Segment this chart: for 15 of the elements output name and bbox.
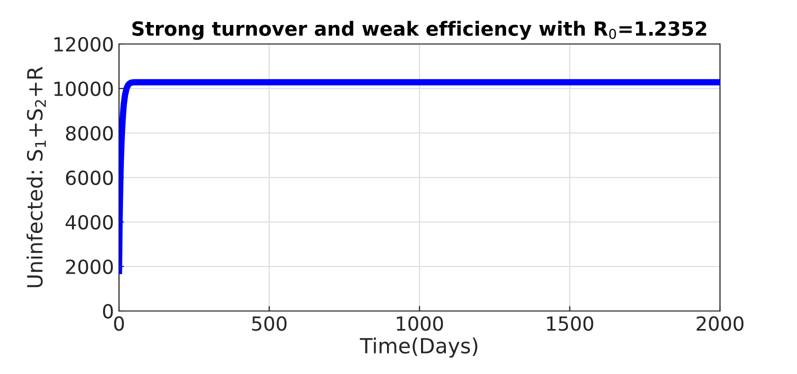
y-tick-label: 4000: [66, 214, 113, 230]
chart-title: Strong turnover and weak efficiency with R$_{0}$=1.2352: [132, 20, 706, 40]
x-tick-label: 1000: [396, 316, 443, 331]
y-tick-label: 2000: [66, 259, 113, 274]
y-tick-label: 0: [103, 304, 113, 319]
x-tick-label: 1500: [547, 316, 594, 331]
x-tick-label: 2000: [696, 316, 744, 331]
x-axis-title: Time(Days): [360, 337, 478, 358]
y-tick-label: 8000: [66, 126, 113, 141]
x-tick-label: 0: [114, 316, 124, 331]
x-tick-label: 500: [252, 316, 287, 331]
y-tick-label: 12000: [54, 36, 113, 52]
y-tick-label: 6000: [66, 170, 113, 186]
y-axis-title: Uninfected: S$_{1}$+S$_{2}$+R: [26, 66, 46, 288]
y-tick-label: 10000: [54, 81, 113, 96]
